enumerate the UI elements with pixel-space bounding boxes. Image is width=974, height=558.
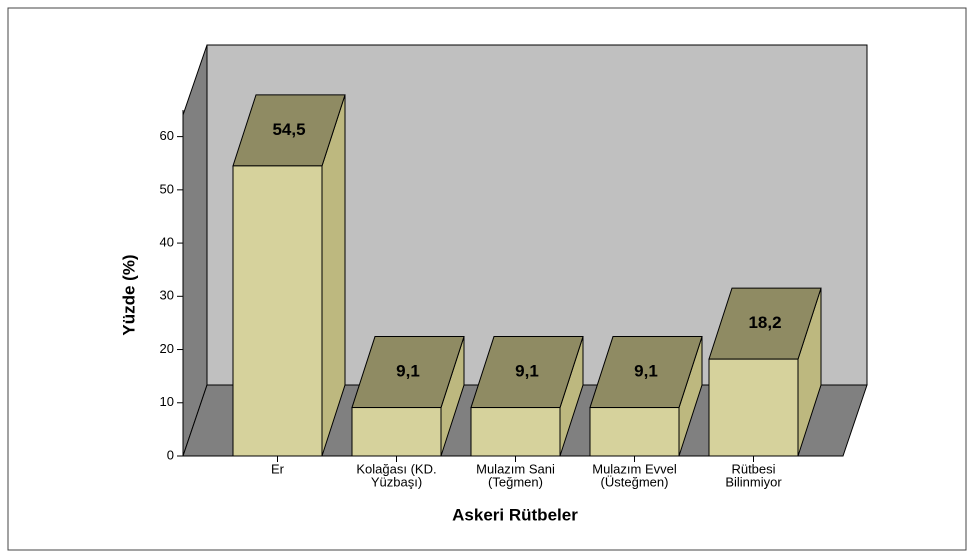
x-tick-label: Rütbesi: [731, 461, 775, 476]
y-tick-label: 0: [167, 447, 174, 462]
y-axis-title: Yüzde (%): [119, 254, 138, 335]
x-tick-label: Yüzbaşı): [371, 474, 422, 489]
value-label: 9,1: [515, 362, 539, 381]
value-label: 9,1: [396, 362, 420, 381]
x-tick-label: Er: [271, 461, 285, 476]
value-label: 18,2: [748, 313, 781, 332]
y-tick-label: 60: [160, 128, 174, 143]
x-tick-label: Mulazım Evvel: [592, 461, 677, 476]
bar: [708, 358, 799, 457]
x-tick-label: Mulazım Sani: [476, 461, 555, 476]
y-tick-label: 50: [160, 181, 174, 196]
value-label: 54,5: [272, 120, 305, 139]
y-tick-label: 40: [160, 235, 174, 250]
x-tick-label: (Teğmen): [488, 474, 543, 489]
x-tick-label: Bilinmiyor: [725, 474, 782, 489]
bar: [232, 165, 323, 457]
value-label: 9,1: [634, 362, 658, 381]
bar: [470, 407, 561, 457]
x-axis-title: Askeri Rütbeler: [452, 505, 578, 524]
bar: [589, 407, 680, 457]
y-tick-label: 30: [160, 288, 174, 303]
y-tick-label: 10: [160, 394, 174, 409]
bar: [351, 407, 442, 457]
x-tick-label: (Üsteğmen): [601, 474, 669, 489]
y-tick-label: 20: [160, 341, 174, 356]
x-tick-label: Kolağası (KD.: [356, 461, 436, 476]
